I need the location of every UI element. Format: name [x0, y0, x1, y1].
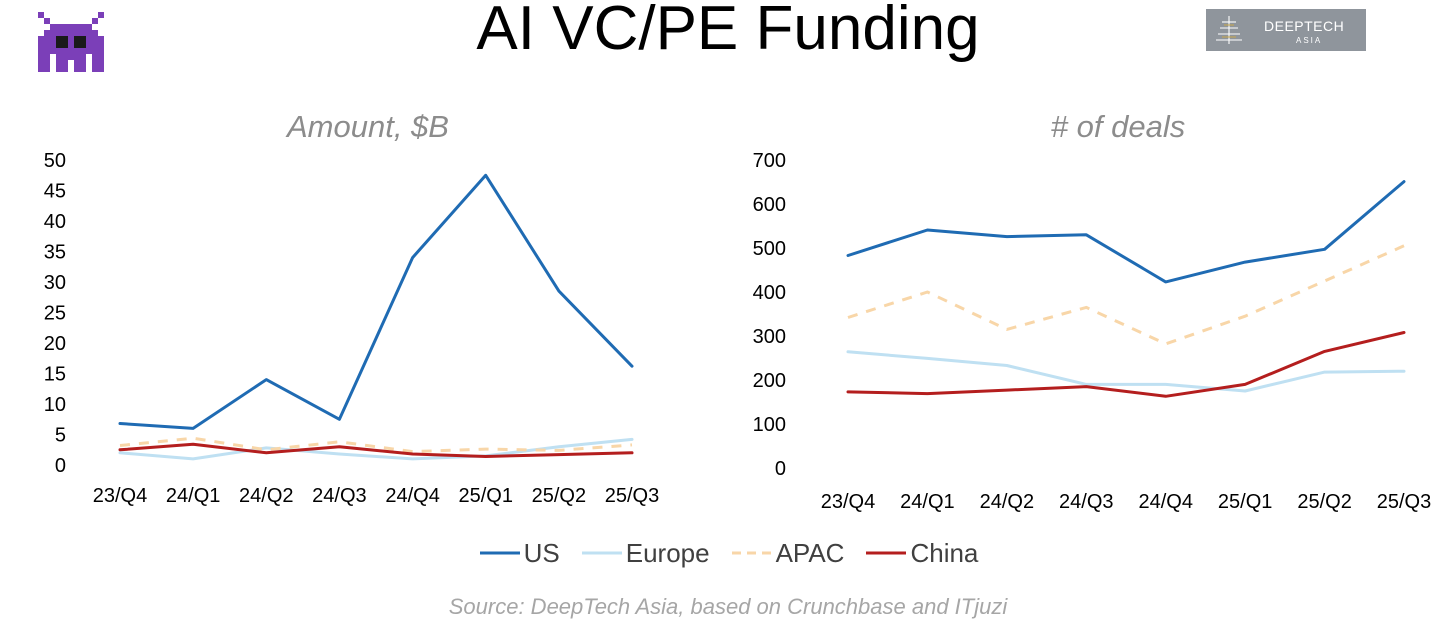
x-tick-label: 25/Q1	[458, 485, 512, 507]
x-tick-label: 24/Q3	[1059, 491, 1113, 513]
legend-label: APAC	[775, 537, 845, 568]
x-tick-label: 23/Q4	[93, 485, 147, 507]
x-tick-label: 25/Q2	[1297, 491, 1351, 513]
series-line-apac-amount	[119, 436, 633, 454]
legend-item-china: China	[864, 538, 978, 569]
y-tick-label: 15	[44, 364, 66, 386]
legend-label: Europe	[625, 537, 710, 568]
x-tick-label: 24/Q4	[1138, 491, 1192, 513]
x-tick-label: 24/Q3	[312, 485, 366, 507]
page-title: AI VC/PE Funding	[476, 0, 980, 63]
y-tick-label: 700	[753, 150, 786, 172]
chart-title-deals: # of deals	[1051, 109, 1185, 144]
series-line-us-amount	[118, 173, 634, 430]
x-tick-label: 23/Q4	[821, 491, 875, 513]
legend-swatch-us	[479, 551, 520, 555]
legend-swatch-apac	[731, 551, 772, 555]
series-line-china-deals	[846, 331, 1406, 398]
legend-item-us: US	[478, 538, 560, 569]
x-tick-label: 25/Q3	[605, 485, 659, 507]
legend-item-apac: APAC	[730, 537, 845, 569]
y-tick-label: 200	[753, 370, 786, 392]
logo-subtext: ASIA	[1296, 36, 1323, 45]
y-tick-label: 25	[44, 303, 66, 325]
series-line-apac-deals	[847, 244, 1405, 346]
alien-monster-icon	[38, 12, 104, 72]
chart-title-amount: Amount, $B	[285, 109, 449, 144]
y-tick-label: 100	[753, 414, 786, 436]
y-tick-label: 20	[44, 333, 66, 355]
x-tick-label: 24/Q4	[385, 485, 439, 507]
y-tick-label: 0	[775, 458, 786, 480]
legend-item-europe: Europe	[580, 538, 710, 569]
x-tick-label: 25/Q2	[532, 485, 586, 507]
y-tick-label: 10	[44, 394, 66, 416]
deeptech-asia-logo: DEEPTECH ASIA	[1206, 9, 1366, 51]
series-line-europe-deals	[846, 350, 1406, 393]
legend-label: China	[910, 537, 979, 568]
y-tick-label: 5	[55, 425, 66, 447]
y-tick-label: 35	[44, 242, 66, 264]
y-tick-label: 45	[44, 181, 66, 203]
y-tick-label: 500	[753, 238, 786, 260]
x-tick-label: 24/Q2	[980, 491, 1034, 513]
series-line-europe-amount	[118, 437, 634, 461]
legend-swatch-europe	[581, 551, 622, 555]
logo-text: DEEPTECH	[1264, 18, 1345, 34]
chart-legend: US Europe APAC China	[0, 535, 1456, 571]
x-tick-label: 25/Q1	[1218, 491, 1272, 513]
source-note: Source: DeepTech Asia, based on Crunchba…	[448, 594, 1008, 619]
y-tick-label: 600	[753, 194, 786, 216]
y-tick-label: 400	[753, 282, 786, 304]
y-tick-label: 300	[753, 326, 786, 348]
x-tick-label: 24/Q1	[900, 491, 954, 513]
pagoda-logo-icon	[1216, 16, 1242, 44]
y-tick-label: 50	[44, 150, 66, 172]
x-tick-label: 24/Q1	[166, 485, 220, 507]
series-line-us-deals	[846, 180, 1406, 284]
series-line-china-amount	[118, 442, 634, 458]
x-tick-label: 25/Q3	[1377, 491, 1431, 513]
legend-swatch-china	[866, 551, 907, 555]
y-tick-label: 40	[44, 211, 66, 233]
y-tick-label: 0	[55, 455, 66, 477]
x-tick-label: 24/Q2	[239, 485, 293, 507]
y-tick-label: 30	[44, 272, 66, 294]
legend-label: US	[523, 537, 560, 568]
